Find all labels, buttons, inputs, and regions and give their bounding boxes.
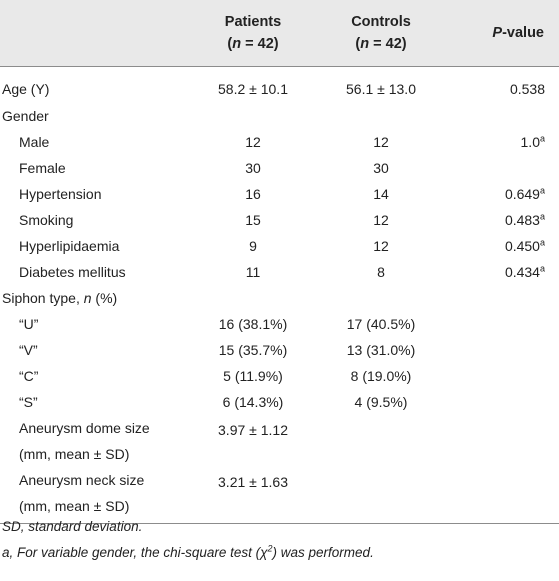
table-header-row: Patients (n = 42) Controls (n = 42) P-va…: [0, 0, 559, 67]
p-value: [446, 389, 559, 415]
row-label: Female: [19, 160, 66, 176]
row-label-line2: (mm, mean ± SD): [19, 446, 130, 462]
row-label: Gender: [2, 108, 49, 124]
row-label: “S”: [19, 394, 38, 410]
table-footnotes: SD, standard deviation. a, For variable …: [2, 514, 374, 566]
footnote-marker: a: [539, 133, 545, 144]
header-patients-title: Patients: [224, 14, 282, 30]
footnote-marker: a: [539, 185, 545, 196]
controls-value: 8 (19.0%): [350, 368, 412, 384]
patients-value: [190, 285, 316, 311]
controls-value: 4 (9.5%): [354, 394, 408, 410]
patients-value: 6 (14.3%): [222, 394, 284, 410]
header-patients: Patients (n = 42): [190, 0, 316, 67]
p-value: 0.434a: [504, 263, 545, 280]
table-row: “U” 16 (38.1%) 17 (40.5%): [0, 311, 559, 337]
patients-value: 16: [245, 186, 261, 202]
table-row: Hyperlipidaemia 9 12 0.450a: [0, 233, 559, 259]
p-value: 0.538: [509, 81, 545, 97]
row-label-line1: Aneurysm neck size: [19, 472, 145, 488]
p-value: [446, 467, 559, 524]
controls-value: 17 (40.5%): [346, 316, 416, 332]
baseline-characteristics-table: Patients (n = 42) Controls (n = 42) P-va…: [0, 0, 559, 524]
row-label: Diabetes mellitus: [19, 264, 126, 280]
row-label: Hyperlipidaemia: [19, 238, 120, 254]
table-row: “C” 5 (11.9%) 8 (19.0%): [0, 363, 559, 389]
p-value: [446, 285, 559, 311]
patients-value: 3.97 ± 1.12: [218, 422, 288, 438]
baseline-characteristics-table-container: Patients (n = 42) Controls (n = 42) P-va…: [0, 0, 559, 524]
footnote-marker: a: [539, 263, 545, 274]
header-controls: Controls (n = 42): [316, 0, 446, 67]
patients-value: 30: [245, 160, 261, 176]
header-empty-cell: [0, 0, 190, 67]
row-label: Hypertension: [19, 186, 102, 202]
patients-value: 9: [249, 238, 257, 254]
patients-value: 5 (11.9%): [223, 368, 283, 384]
p-value: [446, 103, 559, 129]
controls-value: [316, 103, 446, 129]
footnote-marker: a: [539, 237, 545, 248]
controls-value: 14: [373, 186, 389, 202]
controls-value: 12: [373, 212, 389, 228]
row-label: “U”: [19, 316, 39, 332]
p-value: [446, 311, 559, 337]
row-label: Age (Y): [2, 81, 50, 97]
p-value: 0.483a: [504, 211, 545, 228]
table-row: “V” 15 (35.7%) 13 (31.0%): [0, 337, 559, 363]
table-row: Aneurysm dome size (mm, mean ± SD) 3.97 …: [0, 415, 559, 467]
controls-value: 30: [373, 160, 389, 176]
table-row: Smoking 15 12 0.483a: [0, 207, 559, 233]
row-label: “V”: [19, 342, 38, 358]
row-label: Male: [19, 134, 50, 150]
table-row: “S” 6 (14.3%) 4 (9.5%): [0, 389, 559, 415]
p-value: 0.649a: [504, 185, 545, 202]
patients-value: 58.2 ± 10.1: [218, 81, 288, 97]
controls-value: 8: [377, 264, 385, 280]
footnote-marker: a: [539, 211, 545, 222]
patients-value: 15: [245, 212, 261, 228]
controls-value: [316, 415, 446, 467]
controls-value: 13 (31.0%): [346, 342, 416, 358]
controls-value: [316, 467, 446, 524]
p-value: 0.450a: [504, 237, 545, 254]
table-row: Male 12 12 1.0a: [0, 129, 559, 155]
table-row: Gender: [0, 103, 559, 129]
patients-value: [190, 103, 316, 129]
table-row: Diabetes mellitus 11 8 0.434a: [0, 259, 559, 285]
header-patients-n: (n = 42): [227, 36, 279, 52]
controls-value: 12: [373, 238, 389, 254]
controls-value: 56.1 ± 13.0: [346, 81, 416, 97]
row-label: “C”: [19, 368, 39, 384]
patients-value: 11: [245, 264, 261, 280]
patients-value: 12: [245, 134, 261, 150]
footnote-a: a, For variable gender, the chi-square t…: [2, 543, 374, 560]
p-value: [446, 415, 559, 467]
patients-value: 3.21 ± 1.63: [190, 467, 316, 524]
header-controls-n: (n = 42): [355, 36, 407, 52]
p-value: [446, 363, 559, 389]
p-value: [446, 337, 559, 363]
p-value: [446, 155, 559, 181]
footnote-sd: SD, standard deviation.: [2, 519, 143, 534]
header-pvalue: P-value: [446, 0, 559, 67]
p-value: 1.0a: [520, 133, 545, 150]
table-row: Female 30 30: [0, 155, 559, 181]
row-label: Aneurysm neck size (mm, mean ± SD): [0, 467, 190, 524]
row-label: Smoking: [19, 212, 74, 228]
controls-value: 12: [373, 134, 389, 150]
table-row: Aneurysm neck size (mm, mean ± SD) 3.21 …: [0, 467, 559, 524]
row-label-line1: Aneurysm dome size: [19, 420, 150, 436]
table-row: Siphon type, n (%): [0, 285, 559, 311]
row-label-line2: (mm, mean ± SD): [19, 498, 130, 514]
controls-value: [316, 285, 446, 311]
header-controls-title: Controls: [351, 14, 411, 30]
row-label: Siphon type, n (%): [2, 290, 118, 306]
row-label: Aneurysm dome size (mm, mean ± SD): [0, 415, 190, 467]
table-row: Age (Y) 58.2 ± 10.1 56.1 ± 13.0 0.538: [0, 67, 559, 104]
patients-value: 15 (35.7%): [218, 342, 288, 358]
patients-value: 16 (38.1%): [218, 316, 288, 332]
table-row: Hypertension 16 14 0.649a: [0, 181, 559, 207]
